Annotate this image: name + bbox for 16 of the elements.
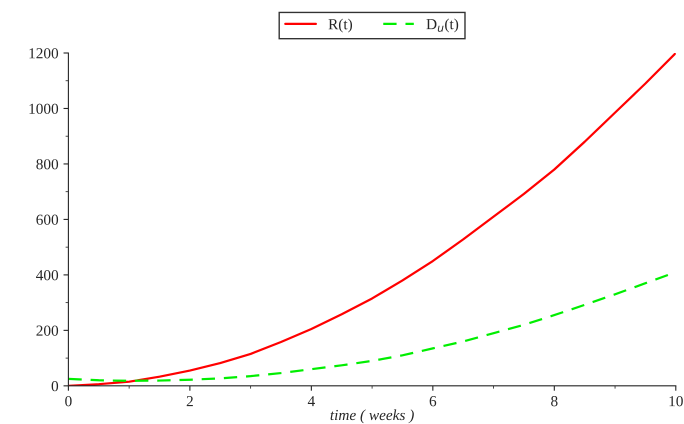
y-tick-label: 1200 [29, 48, 58, 58]
x-tick-label: 10 [669, 396, 683, 406]
x-tick-label: 6 [430, 396, 436, 406]
x-tick-label: 2 [186, 396, 193, 406]
x-tick-label: 8 [551, 396, 558, 406]
x-tick-label: 0 [65, 396, 72, 406]
y-tick-label: 800 [36, 159, 58, 170]
x-axis-title: time ( weeks ) [330, 409, 414, 424]
y-tick-label: 200 [36, 326, 58, 336]
legend-label: R(t) [328, 18, 352, 32]
x-tick-label: 4 [308, 396, 315, 406]
y-tick-label: 600 [36, 214, 58, 225]
y-tick-label: 1000 [29, 104, 58, 114]
legend-label: D$_{u}$(t) [426, 18, 458, 32]
y-tick-label: 400 [36, 270, 58, 280]
y-tick-label: 0 [52, 380, 58, 392]
